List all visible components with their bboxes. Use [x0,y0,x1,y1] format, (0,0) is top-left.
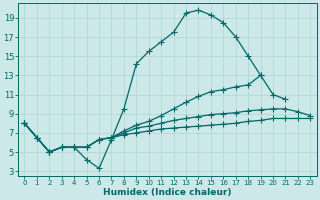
X-axis label: Humidex (Indice chaleur): Humidex (Indice chaleur) [103,188,232,197]
